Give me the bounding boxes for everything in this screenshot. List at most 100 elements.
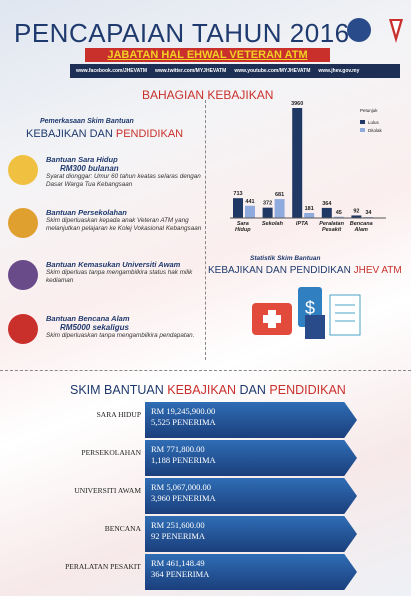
- heading-part: KEBAJIKAN DAN: [26, 128, 113, 140]
- row-box: RM 461,148.49 364 PENERIMA: [145, 554, 357, 590]
- x-label-box: Bencana Alam: [349, 221, 373, 233]
- row-recipients: 364 PENERIMA: [151, 569, 210, 580]
- row-label: SARA HIDUP: [96, 410, 141, 419]
- social-links: www.facebook.com/JHEVATM www.twitter.com…: [70, 64, 400, 78]
- caption-part: KEBAJIKAN DAN PENDIDIKAN: [208, 265, 351, 276]
- chart-caption-title: KEBAJIKAN DAN PENDIDIKAN JHEV ATM: [208, 265, 402, 276]
- row-recipients: 1,188 PENERIMA: [151, 455, 216, 466]
- icon: [8, 208, 38, 238]
- legend-title: Petunjuk: [360, 108, 378, 113]
- x-tick-label: Sara Hidup: [235, 221, 251, 233]
- summary-row: UNIVERSITI AWAM RM 5,067,000.00 3,960 PENE…: [0, 478, 411, 514]
- title-part: PENDIDIKAN: [269, 383, 346, 397]
- value-label: 34: [365, 210, 372, 216]
- value-label: 713: [233, 191, 242, 197]
- row-box: RM 771,800.00 1,188 PENERIMA: [145, 440, 357, 476]
- bar: [321, 207, 332, 218]
- title-part: DAN: [239, 383, 266, 397]
- icon: [8, 314, 38, 344]
- value-label: 364: [322, 201, 332, 207]
- value-label: 441: [245, 199, 254, 205]
- x-tick-label: Bencana Alam: [349, 221, 373, 233]
- link[interactable]: www.twitter.com/MYJHEVATM: [155, 68, 227, 74]
- legend-label: Lulus: [368, 120, 380, 125]
- bar: [292, 108, 303, 218]
- link[interactable]: www.jhev.gov.my: [318, 68, 360, 74]
- link[interactable]: www.facebook.com/JHEVATM: [76, 68, 148, 74]
- value-label: 181: [305, 206, 314, 212]
- bar: [245, 205, 255, 218]
- page-title: PENCAPAIAN TAHUN 2016: [14, 18, 350, 48]
- row-box: RM 5,067,000.00 3,960 PENERIMA: [145, 478, 357, 514]
- bar: [304, 212, 315, 218]
- item-description: Skim diperluaskan tanpa mengambilkira pe…: [46, 332, 195, 339]
- icons: $: [252, 287, 361, 339]
- value-label: 681: [275, 192, 284, 198]
- x-tick-label: Sekolah: [261, 221, 283, 227]
- row-amount: RM 771,800.00: [151, 444, 205, 454]
- icon: [8, 155, 38, 185]
- value-label: 45: [336, 210, 342, 216]
- bar: [351, 215, 362, 218]
- bar: [274, 199, 285, 218]
- value-label: 92: [353, 208, 359, 214]
- row-label: PERSEKOLAHAN: [81, 448, 141, 457]
- item-title: Bantuan Bencana Alam: [46, 314, 130, 323]
- row-amount: RM 461,148.49: [151, 558, 205, 568]
- link[interactable]: www.youtube.com/MYJHEVATM: [234, 68, 311, 74]
- row-label: PERALATAN PESAKIT: [65, 562, 141, 571]
- item-description: Skim diperluaskan kepada anak Veteran AT…: [46, 217, 202, 233]
- summary-row: BENCANA RM 251,600.00 92 PENERIMA: [0, 516, 411, 552]
- summary-row: SARA HIDUP RM 19,245,900.00 5,525 PENERIMA: [0, 402, 411, 438]
- x-label-box: Sekolah: [261, 221, 283, 227]
- divider: [205, 100, 206, 360]
- summary-row: PERSEKOLAHAN RM 771,800.00 1,188 PENERIMA: [0, 440, 411, 476]
- heading: KEBAJIKAN DAN PENDIDIKAN: [26, 128, 183, 140]
- legend-label: Ditolak: [368, 128, 383, 133]
- row-label: BENCANA: [104, 524, 141, 533]
- subheading: Pemerkasaan Skim Bantuan: [40, 118, 134, 125]
- row-box: RM 251,600.00 92 PENERIMA: [145, 516, 357, 552]
- value-label: 3960: [291, 101, 303, 107]
- legend-swatch: [360, 120, 365, 124]
- divider: [0, 370, 411, 371]
- caption-part: JHEV ATM: [353, 265, 402, 276]
- bar-chart: 713 372 3960 364 92 441 681 181 45 34 Sara Hidup Se…: [230, 101, 386, 233]
- item: Bantuan Persekolahan Skim diperluaskan k…: [8, 208, 203, 238]
- x-tick-label: Peralatan Pesakit: [319, 221, 344, 233]
- item-title: Bantuan Sara Hidup: [46, 155, 118, 164]
- row-recipients: 3,960 PENERIMA: [151, 493, 216, 504]
- heading-part: PENDIDIKAN: [115, 128, 184, 140]
- title-part: SKIM BANTUAN: [70, 383, 164, 397]
- row-amount: RM 5,067,000.00: [151, 482, 211, 492]
- summary-row: PERALATAN PESAKIT RM 461,148.49 364 PENERI…: [0, 554, 411, 590]
- item: Bantuan Kemasukan Universiti Awam Skim d…: [8, 260, 203, 290]
- icon: [8, 260, 38, 290]
- x-label-box: Peralatan Pesakit: [319, 221, 344, 233]
- row-amount: RM 251,600.00: [151, 520, 205, 530]
- row-label: UNIVERSITI AWAM: [74, 486, 141, 495]
- x-label-box: IPTA: [295, 221, 309, 227]
- row-box: RM 19,245,900.00 5,525 PENERIMA: [145, 402, 357, 438]
- item-description: Syarat dionggar: Umur 60 tahun keatas se…: [46, 173, 201, 189]
- logos: [347, 18, 403, 43]
- svg-text:$: $: [305, 298, 315, 318]
- department-banner: JABATAN HAL EHWAL VETERAN ATM: [85, 48, 330, 62]
- row-recipients: 5,525 PENERIMA: [151, 417, 216, 428]
- summary-title: SKIM BANTUAN KEBAJIKAN DAN PENDIDIKAN: [70, 383, 346, 397]
- item-amount: RM300 bulanan: [60, 164, 119, 173]
- row-amount: RM 19,245,900.00: [151, 406, 216, 416]
- item-title: Bantuan Kemasukan Universiti Awam: [46, 260, 181, 269]
- section-title: BAHAGIAN KEBAJIKAN: [142, 88, 274, 102]
- legend-swatch: [360, 128, 365, 132]
- item: Bantuan Bencana Alam RM5000 sekaligus Sk…: [8, 314, 203, 344]
- bar: [233, 198, 243, 218]
- item-amount: RM5000 sekaligus: [60, 323, 129, 332]
- x-tick-label: IPTA: [295, 221, 309, 227]
- title-part: KEBAJIKAN: [167, 383, 237, 397]
- bar: [262, 207, 273, 218]
- item-description: Skim diperluas tanpa mengambilkira statu…: [46, 269, 193, 285]
- item: Bantuan Sara Hidup RM300 bulanan Syarat …: [8, 155, 203, 189]
- item-title: Bantuan Persekolahan: [46, 208, 127, 217]
